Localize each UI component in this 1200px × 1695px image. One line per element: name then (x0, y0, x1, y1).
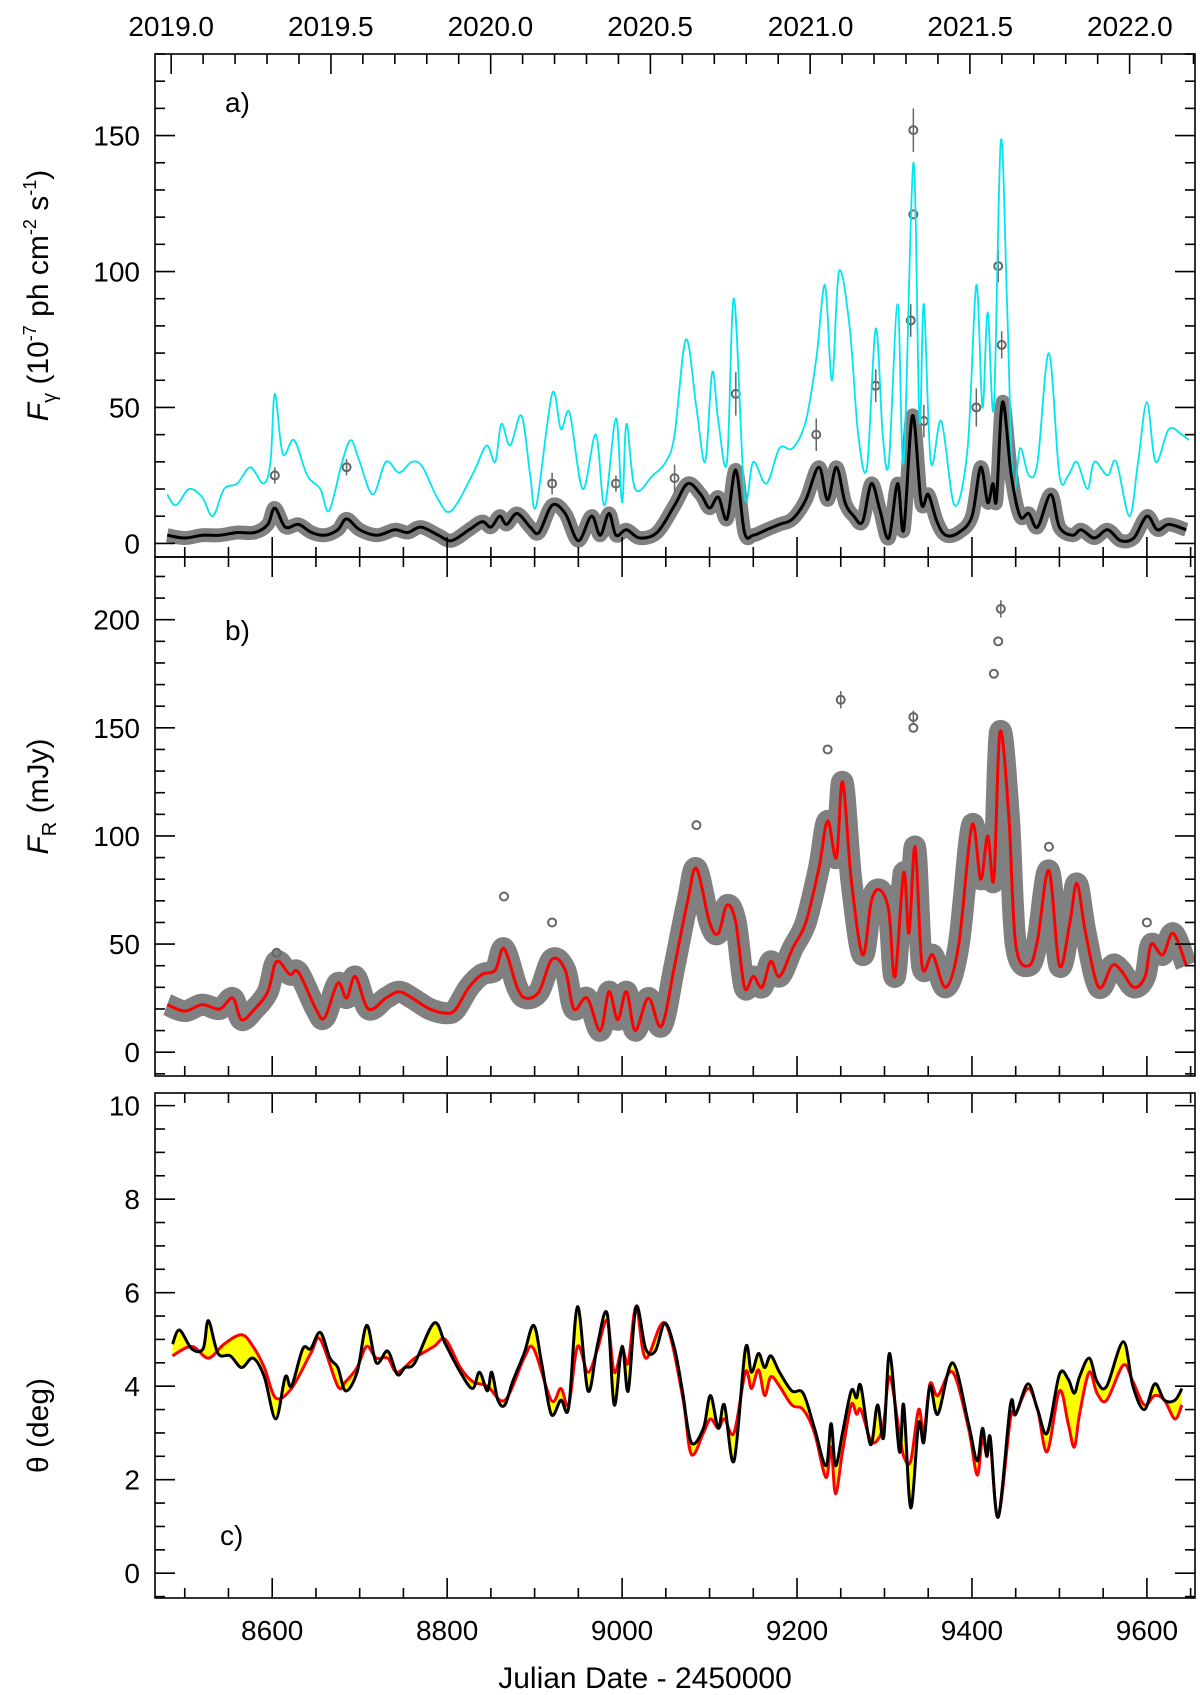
scatter-point (971, 402, 982, 413)
scatter-point (908, 125, 919, 136)
y-tick-label: 0 (124, 1558, 140, 1589)
y-axis-title-b: FR (mJy) (22, 738, 61, 854)
y-tick-label: 0 (124, 1037, 140, 1068)
scatter-point (908, 209, 919, 220)
y-tick-label: 2 (124, 1465, 140, 1496)
y-tick-label: 8 (124, 1184, 140, 1215)
scatter-point (811, 429, 822, 440)
y-tick-label: 50 (109, 392, 140, 423)
y-tick-label: 6 (124, 1278, 140, 1309)
x-tick-label: 9200 (766, 1615, 828, 1646)
units-exp: -1 (20, 180, 40, 196)
scatter-band (162, 719, 1195, 1042)
scatter-point (1043, 841, 1054, 852)
y-units: (deg) (22, 1378, 55, 1456)
gamma-smoothed-line (166, 400, 1187, 543)
x-tick-label: 9600 (1116, 1615, 1178, 1646)
top-x-tick-label: 2020.5 (607, 11, 693, 42)
top-x-tick-label: 2021.0 (768, 11, 854, 42)
panel-label-c: c) (220, 1520, 243, 1551)
scatter-point (835, 694, 846, 705)
top-x-tick-label: 2021.5 (927, 11, 1013, 42)
x-tick-label: 9000 (591, 1615, 653, 1646)
theta-gamma-line (171, 1304, 1184, 1519)
gamma-upper-line (166, 138, 1190, 518)
panel-label-b: b) (225, 615, 250, 646)
axes-layer (154, 53, 1196, 1599)
panel-b-frame (154, 556, 1196, 1077)
scatter-point (691, 820, 702, 831)
units-suffix: (mJy) (22, 738, 55, 821)
y-tick-label: 150 (93, 121, 140, 152)
units-exp: -2 (20, 219, 40, 235)
scatter-point (995, 603, 1006, 614)
y-axis-title-c: θ (deg) (22, 1378, 55, 1473)
x-tick-label: 9400 (941, 1615, 1003, 1646)
scatter-point (498, 891, 509, 902)
radio-smoothed-line (166, 729, 1188, 1033)
units-mid: ph cm (22, 235, 55, 325)
units-prefix: (10 (22, 341, 55, 393)
scatter-point (547, 478, 558, 489)
scatter-point (905, 315, 916, 326)
top-x-tick-label: 2022.0 (1087, 11, 1173, 42)
scatter-point (908, 712, 919, 723)
y-tick-label: 100 (93, 257, 140, 288)
flux-subscript: γ (39, 393, 61, 403)
panel-label-a: a) (225, 87, 250, 118)
y-tick-label: 10 (109, 1091, 140, 1122)
scatter-layer (162, 108, 1195, 1042)
units-suffix: ) (22, 170, 55, 180)
scatter-point (822, 744, 833, 755)
x-tick-label: 8800 (416, 1615, 478, 1646)
y-tick-label: 100 (93, 821, 140, 852)
scatter-point (547, 917, 558, 928)
top-x-tick-label: 2019.5 (288, 11, 374, 42)
scatter-point (269, 470, 280, 481)
x-axis-title: Julian Date - 2450000 (498, 1662, 792, 1695)
scatter-point (341, 462, 352, 473)
flux-symbol: F (22, 835, 55, 855)
x-tick-label: 8600 (241, 1615, 303, 1646)
flux-symbol: F (22, 401, 55, 421)
y-tick-label: 150 (93, 713, 140, 744)
top-x-tick-label: 2020.0 (448, 11, 534, 42)
y-tick-label: 200 (93, 605, 140, 636)
units-mid: s (22, 196, 55, 219)
scatter-point (996, 339, 1007, 350)
scatter-point (993, 636, 1004, 647)
scatter-point (271, 947, 282, 958)
theta-symbol: θ (22, 1456, 55, 1473)
flux-subscript: R (39, 822, 61, 836)
lines-layer (166, 138, 1190, 1519)
units-exp: -7 (20, 325, 40, 341)
top-x-tick-label: 2019.0 (128, 11, 214, 42)
y-axis-title-a: Fγ (10-7 ph cm-2 s-1) (20, 170, 61, 421)
scatter-point (988, 668, 999, 679)
y-tick-label: 0 (124, 528, 140, 559)
y-tick-label: 50 (109, 929, 140, 960)
scatter-point (669, 473, 680, 484)
scatter-point (1141, 917, 1152, 928)
panel-c-frame (154, 1092, 1196, 1599)
scatter-point (908, 722, 919, 733)
y-tick-label: 4 (124, 1371, 140, 1402)
